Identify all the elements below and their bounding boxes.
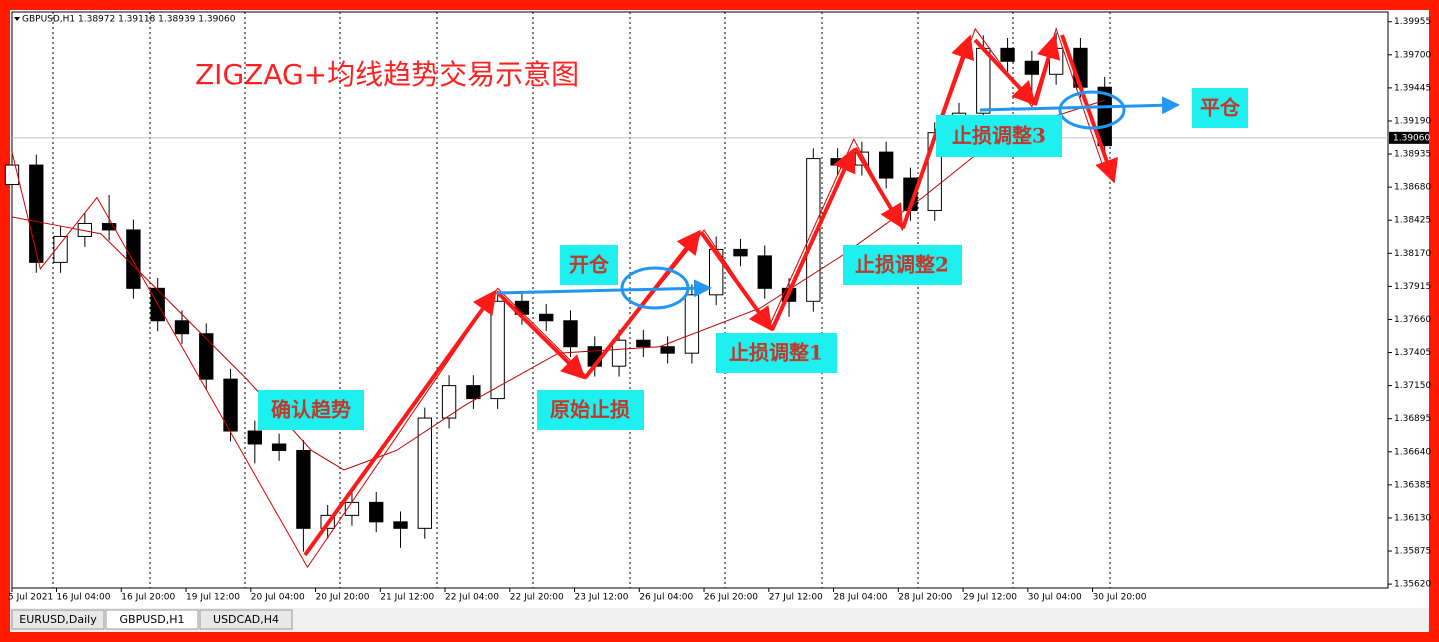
y-tick-label: 1.39955 bbox=[1394, 17, 1431, 27]
candle-body bbox=[417, 417, 432, 529]
x-tick-label: 5 Jul 2021 bbox=[8, 593, 53, 603]
tab-label[interactable]: USDCAD,H4 bbox=[213, 613, 279, 626]
x-tick-label: 22 Jul 04:00 bbox=[445, 593, 499, 603]
candle-body bbox=[29, 164, 44, 263]
y-tick-label: 1.39700 bbox=[1394, 50, 1431, 60]
candle-body bbox=[223, 378, 238, 432]
candle-body bbox=[684, 294, 700, 354]
candle-body bbox=[611, 339, 627, 367]
candle-body bbox=[126, 229, 141, 289]
x-tick-label: 21 Jul 12:00 bbox=[380, 593, 434, 603]
candle-body bbox=[490, 300, 505, 400]
last-price-label: 1.39060 bbox=[1393, 133, 1430, 143]
tab-label[interactable]: GBPUSD,H1 bbox=[120, 613, 185, 626]
annotation: 止损调整1 bbox=[729, 341, 823, 365]
y-tick-label: 1.38680 bbox=[1394, 183, 1431, 193]
x-tick-label: 19 Jul 12:00 bbox=[186, 593, 240, 603]
x-tick-label: 26 Jul 04:00 bbox=[639, 593, 693, 603]
annotation: 原始止损 bbox=[550, 398, 630, 422]
annotation: 止损调整2 bbox=[855, 253, 949, 277]
tab[interactable] bbox=[199, 609, 293, 630]
x-tick-label: 20 Jul 04:00 bbox=[251, 593, 305, 603]
candle-body bbox=[296, 449, 311, 529]
x-tick-label: 30 Jul 20:00 bbox=[1093, 593, 1147, 603]
candle-body bbox=[636, 339, 651, 348]
candle-body bbox=[53, 235, 68, 263]
x-tick-label: 22 Jul 20:00 bbox=[510, 593, 564, 603]
tab[interactable] bbox=[11, 609, 105, 630]
y-tick-label: 1.39445 bbox=[1394, 83, 1431, 93]
candle-body bbox=[271, 443, 287, 451]
candle-body bbox=[101, 222, 117, 231]
y-tick-label: 1.38935 bbox=[1394, 150, 1431, 160]
tab-label[interactable]: EURUSD,Daily bbox=[19, 613, 97, 626]
candle-body bbox=[1000, 47, 1015, 62]
y-tick-label: 1.36385 bbox=[1394, 480, 1431, 490]
x-tick-label: 28 Jul 04:00 bbox=[834, 593, 888, 603]
candle-body bbox=[466, 385, 481, 400]
candle-body bbox=[369, 501, 384, 523]
annotation: 止损调整3 bbox=[952, 124, 1046, 148]
x-tick-label: 29 Jul 12:00 bbox=[963, 593, 1017, 603]
candle-body bbox=[733, 248, 748, 257]
x-tick-label: 16 Jul 04:00 bbox=[57, 593, 111, 603]
y-tick-label: 1.35875 bbox=[1394, 547, 1431, 557]
candle-body bbox=[660, 346, 675, 354]
candle-body bbox=[1097, 86, 1112, 147]
y-tick-label: 1.36895 bbox=[1394, 414, 1431, 424]
annotation: 确认趋势 bbox=[271, 398, 351, 422]
y-tick-label: 1.37150 bbox=[1394, 381, 1431, 391]
annotations: 确认趋势 原始止损 开仓 止损调整1 止损调整2 止损调整3 平仓 bbox=[258, 88, 1248, 430]
y-tick-label: 1.37405 bbox=[1394, 348, 1431, 358]
chart-title: ZIGZAG+均线趋势交易示意图 bbox=[195, 58, 579, 91]
y-tick-label: 1.37660 bbox=[1394, 315, 1431, 325]
candle-body bbox=[806, 158, 821, 302]
y-tick-label: 1.36640 bbox=[1394, 447, 1431, 457]
y-tick-label: 1.38170 bbox=[1394, 249, 1431, 259]
candle-body bbox=[539, 313, 554, 322]
candle-body bbox=[563, 320, 578, 348]
candle-body bbox=[878, 151, 894, 179]
annotation: 开仓 bbox=[569, 253, 610, 277]
last-price-box bbox=[1389, 131, 1429, 144]
x-tick-label: 23 Jul 12:00 bbox=[575, 593, 629, 603]
tab[interactable] bbox=[105, 609, 199, 630]
y-tick-label: 1.35620 bbox=[1394, 580, 1431, 590]
candle-body bbox=[4, 164, 20, 186]
x-tick-label: 30 Jul 04:00 bbox=[1028, 593, 1082, 603]
candle-body bbox=[174, 320, 190, 335]
candle-body bbox=[199, 333, 214, 380]
x-tick-label: 27 Jul 12:00 bbox=[769, 593, 823, 603]
overlay-arrows bbox=[303, 34, 1180, 557]
y-tick-label: 1.36130 bbox=[1394, 513, 1431, 523]
menu-icon[interactable] bbox=[14, 17, 20, 21]
y-tick-label: 1.38425 bbox=[1394, 216, 1431, 226]
x-tick-label: 26 Jul 20:00 bbox=[704, 593, 758, 603]
candle-body bbox=[1024, 60, 1040, 75]
candle-body bbox=[247, 430, 263, 445]
candle-body bbox=[441, 385, 457, 419]
y-tick-label: 1.39190 bbox=[1394, 116, 1431, 126]
x-tick-label: 20 Jul 20:00 bbox=[316, 593, 370, 603]
plot-area bbox=[11, 11, 1389, 589]
candle-body bbox=[976, 47, 991, 114]
y-tick-label: 1.37915 bbox=[1394, 282, 1431, 292]
x-tick-label: 16 Jul 20:00 bbox=[121, 593, 175, 603]
annotation: 平仓 bbox=[1200, 96, 1241, 120]
x-tick-label: 28 Jul 20:00 bbox=[898, 593, 952, 603]
candle-body bbox=[757, 255, 772, 289]
header: GBPUSD,H1 1.38972 1.39118 1.38939 1.3906… bbox=[22, 15, 236, 25]
candle-body bbox=[393, 521, 408, 529]
